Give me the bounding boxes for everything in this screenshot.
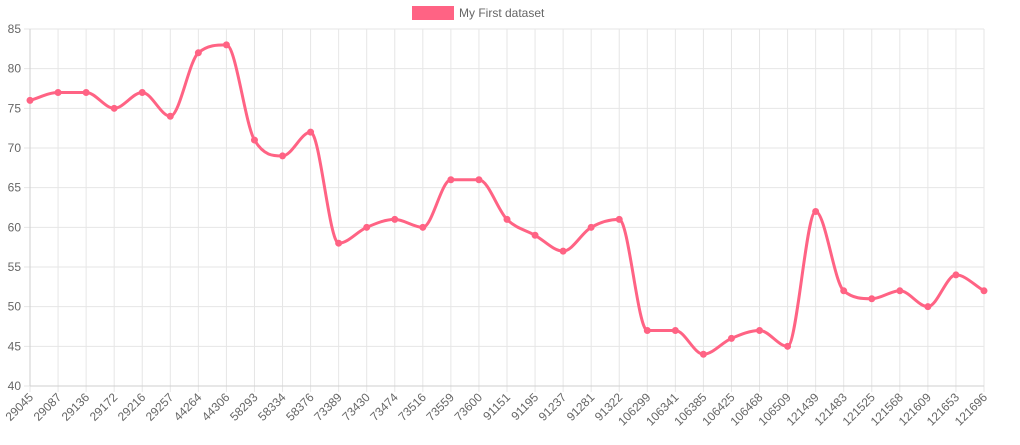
data-point-58293[interactable] <box>250 136 258 144</box>
data-point-91151[interactable] <box>503 215 511 223</box>
data-point-121653[interactable] <box>952 271 960 279</box>
data-point-29087[interactable] <box>54 88 62 96</box>
x-tick-label: 73600 <box>452 390 486 424</box>
x-tick-label: 29257 <box>143 390 177 424</box>
data-point-73600[interactable] <box>475 176 483 184</box>
series-layer <box>26 41 988 358</box>
y-tick-label: 55 <box>8 260 22 274</box>
data-point-73559[interactable] <box>447 176 455 184</box>
x-tick-label: 73559 <box>424 390 458 424</box>
data-point-91237[interactable] <box>559 247 567 255</box>
x-tick-label: 73474 <box>367 390 401 424</box>
x-tick-label: 44264 <box>171 390 205 424</box>
legend-label-series-1: My First dataset <box>459 6 545 20</box>
legend-swatch <box>412 6 454 20</box>
data-point-29172[interactable] <box>110 104 118 112</box>
x-tick-label: 73430 <box>339 390 373 424</box>
x-tick-label: 29216 <box>115 390 149 424</box>
data-point-44306[interactable] <box>222 41 230 49</box>
data-point-73516[interactable] <box>419 223 427 231</box>
data-point-106509[interactable] <box>784 342 792 350</box>
x-tick-label: 58293 <box>227 390 261 424</box>
data-point-121483[interactable] <box>840 287 848 295</box>
data-point-44264[interactable] <box>194 49 202 57</box>
x-tick-label: 29172 <box>87 390 121 424</box>
data-point-58376[interactable] <box>307 128 315 136</box>
data-point-121696[interactable] <box>980 287 988 295</box>
data-point-106468[interactable] <box>756 326 764 334</box>
y-tick-label: 50 <box>8 300 22 314</box>
x-tick-label: 58334 <box>255 390 289 424</box>
y-tick-label: 65 <box>8 181 22 195</box>
y-tick-label: 60 <box>8 220 22 234</box>
data-point-106425[interactable] <box>727 334 735 342</box>
grid <box>24 28 985 392</box>
y-tick-label: 70 <box>8 141 22 155</box>
data-point-58334[interactable] <box>279 152 287 160</box>
x-tick-label: 91151 <box>480 390 513 423</box>
axes: 40 45 50 55 60 65 70 75 80 85 29045290872913629172… <box>3 22 991 428</box>
y-tick-label: 85 <box>8 22 22 36</box>
x-tick-label: 29087 <box>31 390 65 424</box>
data-point-91195[interactable] <box>531 231 539 239</box>
x-tick-label: 29136 <box>59 390 93 424</box>
x-tick-label: 44306 <box>199 390 233 424</box>
data-point-73389[interactable] <box>335 239 343 247</box>
data-point-73474[interactable] <box>391 215 399 223</box>
x-tick-label: 29045 <box>3 390 37 424</box>
data-point-29216[interactable] <box>138 88 146 96</box>
legend[interactable]: My First dataset <box>412 6 545 20</box>
data-point-106341[interactable] <box>671 326 679 334</box>
data-point-91322[interactable] <box>615 215 623 223</box>
data-point-29136[interactable] <box>82 88 90 96</box>
data-point-29257[interactable] <box>166 112 174 120</box>
x-tick-label: 58376 <box>283 390 317 424</box>
data-point-106385[interactable] <box>699 350 707 358</box>
x-tick-label: 91237 <box>536 390 570 424</box>
data-point-121439[interactable] <box>812 207 820 215</box>
data-point-29045[interactable] <box>26 96 34 104</box>
data-point-106299[interactable] <box>643 326 651 334</box>
data-point-91281[interactable] <box>587 223 595 231</box>
y-tick-label: 40 <box>8 379 22 393</box>
y-tick-label: 45 <box>8 339 22 353</box>
x-tick-label: 73516 <box>395 390 429 424</box>
y-tick-label: 80 <box>8 62 22 76</box>
data-point-121568[interactable] <box>896 287 904 295</box>
y-tick-label: 75 <box>8 101 22 115</box>
x-tick-label: 91195 <box>508 390 541 423</box>
data-point-73430[interactable] <box>363 223 371 231</box>
x-tick-label: 73389 <box>311 390 345 424</box>
data-point-121525[interactable] <box>868 295 876 303</box>
data-point-121609[interactable] <box>924 303 932 311</box>
x-tick-label: 91281 <box>564 390 598 424</box>
